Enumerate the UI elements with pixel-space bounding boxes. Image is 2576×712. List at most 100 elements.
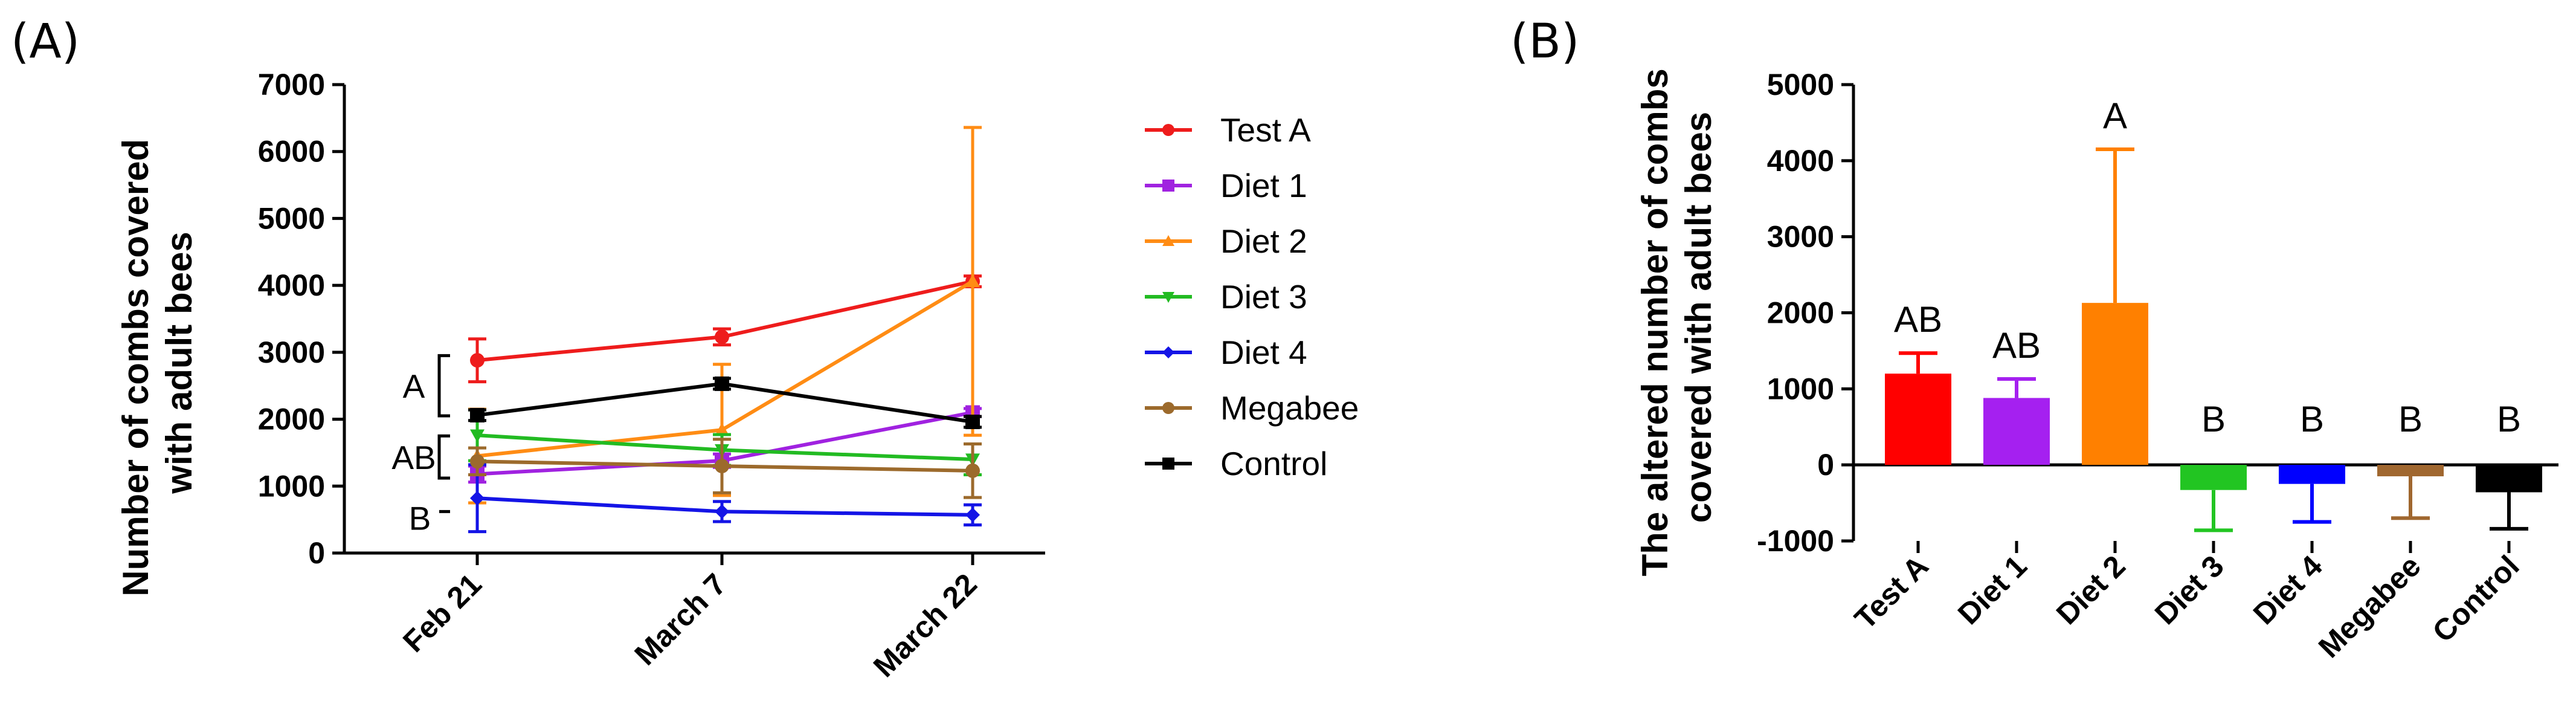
y-tick-label: 4000 [1767, 144, 1834, 178]
bar-group-diet-2: A Diet 2 [2050, 95, 2148, 631]
bar [1983, 398, 2050, 465]
legend-item-diet-1: Diet 1 [1145, 167, 1307, 204]
legend-label: Diet 1 [1220, 167, 1307, 204]
x-tick-label: Diet 1 [1951, 549, 2033, 631]
data-point [715, 376, 729, 391]
series-diet-4 [468, 463, 982, 534]
legend-marker [1162, 180, 1174, 192]
x-tick-label: Diet 3 [2148, 549, 2230, 631]
x-tick-label: Feb 21 [396, 567, 488, 659]
legend-item-megabee: Megabee [1145, 389, 1359, 427]
bar [2476, 465, 2542, 493]
legend-item-control: Control [1145, 445, 1327, 482]
data-point [470, 407, 485, 422]
y-tick-label: 0 [308, 536, 325, 570]
group-letter: AB [391, 439, 436, 476]
axes: -1000 0 1000 2000 3000 4000 5000 [1757, 68, 2558, 558]
group-bracket-ab: AB [391, 434, 450, 480]
data-point [965, 274, 980, 288]
bar [2377, 465, 2444, 477]
legend-label: Diet 3 [1220, 278, 1307, 316]
bar [2082, 303, 2148, 465]
x-tick-label: March 22 [867, 567, 984, 684]
significance-letter: A [2103, 95, 2127, 136]
bracket-line [437, 354, 450, 418]
panel-b-bar-chart: (B) The altered number of combs covered … [1510, 15, 2558, 664]
significance-letter: B [2398, 399, 2423, 439]
y-axis-title-line-1: The altered number of combs [1635, 68, 1675, 576]
bar-group-diet-3: B Diet 3 [2148, 399, 2247, 631]
x-tick-label: Diet 2 [2050, 549, 2132, 631]
x-tick-label: Control [2426, 549, 2526, 649]
panel-b-label: (B) [1510, 15, 1579, 69]
data-point [965, 507, 980, 522]
significance-letter: AB [1894, 299, 1942, 340]
y-tick-label: 6000 [258, 135, 325, 169]
y-tick-label: 0 [1817, 448, 1834, 482]
data-point [965, 463, 980, 478]
y-tick-label: 4000 [258, 268, 325, 302]
bar-group-diet-1: AB Diet 1 [1951, 325, 2050, 631]
legend-marker [1162, 458, 1174, 470]
significance-annotations: A AB B [391, 354, 450, 537]
legend: Test A Diet 1 Diet 2 Diet 3 Diet 4 Megabee Con… [1145, 111, 1359, 482]
y-tick-label: 3000 [258, 335, 325, 369]
series-megabee [468, 438, 982, 499]
legend-marker [1162, 235, 1174, 246]
bracket-line [437, 434, 450, 480]
legend-label: Megabee [1220, 389, 1359, 427]
legend-item-test-a: Test A [1145, 111, 1311, 149]
series-control [468, 376, 982, 429]
bar-group-control: B Control [2426, 399, 2542, 649]
legend-marker [1162, 346, 1174, 358]
x-tick-label: Test A [1848, 549, 1935, 636]
legend-item-diet-4: Diet 4 [1145, 334, 1307, 371]
panel-a-label: (A) [11, 15, 80, 69]
y-tick-label: 7000 [258, 68, 325, 102]
data-point [470, 454, 485, 469]
series-line [477, 279, 973, 363]
legend-label: Test A [1220, 111, 1311, 149]
series-group [468, 126, 982, 534]
data-point [715, 422, 729, 436]
x-tick-label: Megabee [2312, 549, 2427, 664]
group-letter: A [403, 367, 425, 405]
significance-letter: B [2497, 399, 2521, 439]
significance-letter: AB [1992, 325, 2041, 366]
legend-label: Diet 2 [1220, 222, 1307, 260]
y-axis-title: Number of combs covered with adult bees [115, 129, 199, 597]
y-tick-label: 2000 [258, 403, 325, 436]
bar [1885, 374, 1951, 465]
group-bracket-b: B [409, 499, 450, 537]
data-point [715, 459, 729, 474]
bar-group-megabee: B Megabee [2312, 399, 2444, 664]
x-tick-label: Diet 4 [2247, 549, 2329, 631]
y-tick-label: 3000 [1767, 220, 1834, 254]
legend-label: Control [1220, 445, 1327, 482]
data-point [715, 504, 729, 519]
legend-item-diet-3: Diet 3 [1145, 278, 1307, 316]
y-tick-label: 2000 [1767, 296, 1834, 330]
data-point [470, 491, 485, 506]
y-axis-title-line-2: with adult bees [159, 231, 199, 494]
y-tick-label: 1000 [1767, 372, 1834, 406]
bar [2180, 465, 2247, 490]
y-axis-title: The altered number of combs covered with… [1635, 59, 1719, 577]
legend-marker [1162, 124, 1174, 136]
y-tick-label: 5000 [258, 201, 325, 235]
significance-letter: B [2300, 399, 2324, 439]
legend-item-diet-2: Diet 2 [1145, 222, 1307, 260]
data-point [470, 353, 485, 368]
y-axis-title-line-2: covered with adult bees [1678, 112, 1719, 523]
legend-marker [1162, 402, 1174, 414]
bar-group-test-a: AB Test A [1848, 299, 1951, 636]
bar [2279, 465, 2345, 484]
y-tick-label: 5000 [1767, 68, 1834, 102]
data-point [965, 415, 980, 429]
bars-group: AB Test A AB Diet 1 A Diet 2 B Diet 3 B Diet 4 B Me… [1848, 95, 2542, 664]
panel-a-line-chart: (A) Number of combs covered with adult b… [11, 15, 1359, 684]
x-tick-label: March 7 [628, 567, 733, 672]
legend-label: Diet 4 [1220, 334, 1307, 371]
bar-group-diet-4: B Diet 4 [2247, 399, 2345, 631]
